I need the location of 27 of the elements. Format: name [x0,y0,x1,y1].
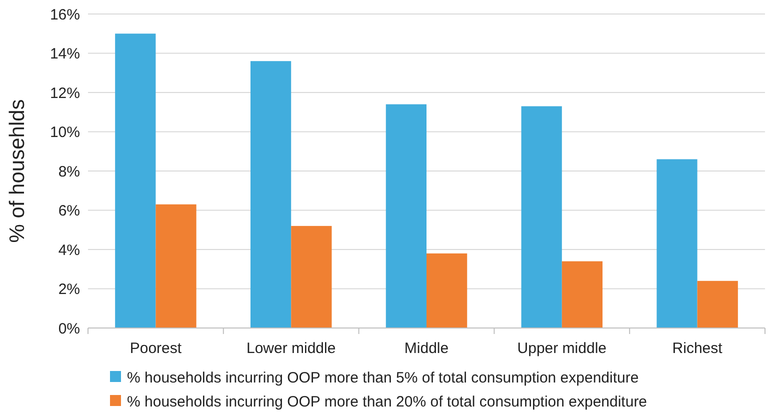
y-tick-label: 0% [58,320,80,338]
legend-label: % households incurring OOP more than 5% of total consumption expenditure [127,369,639,386]
x-tick-label: Upper middle [517,340,607,357]
bar [386,104,426,328]
bar [562,261,603,328]
y-axis-title: % of househlds [6,99,29,243]
y-tick-label: 14% [50,46,80,62]
bar [697,280,738,328]
bar [115,34,156,328]
x-tick-label: Richest [672,340,724,357]
y-tick-label: 8% [58,163,80,180]
bar [521,106,562,328]
y-tick-label: 16% [50,6,80,24]
y-tick-label: 6% [58,202,80,220]
bar [426,253,468,328]
legend-label: % households incurring OOP more than 20% of total consumption expenditure [127,393,648,410]
x-tick-label: Poorest [130,340,182,357]
x-tick-label: Lower middle [246,340,336,357]
y-tick-label: 2% [58,281,80,298]
y-tick-label: 4% [58,242,80,259]
bar [291,226,332,328]
y-tick-label: 10% [50,124,80,141]
x-tick-label: Middle [404,340,449,357]
bar [656,159,698,328]
bar [156,204,196,328]
y-tick-label: 12% [50,84,80,102]
bar [250,61,292,328]
